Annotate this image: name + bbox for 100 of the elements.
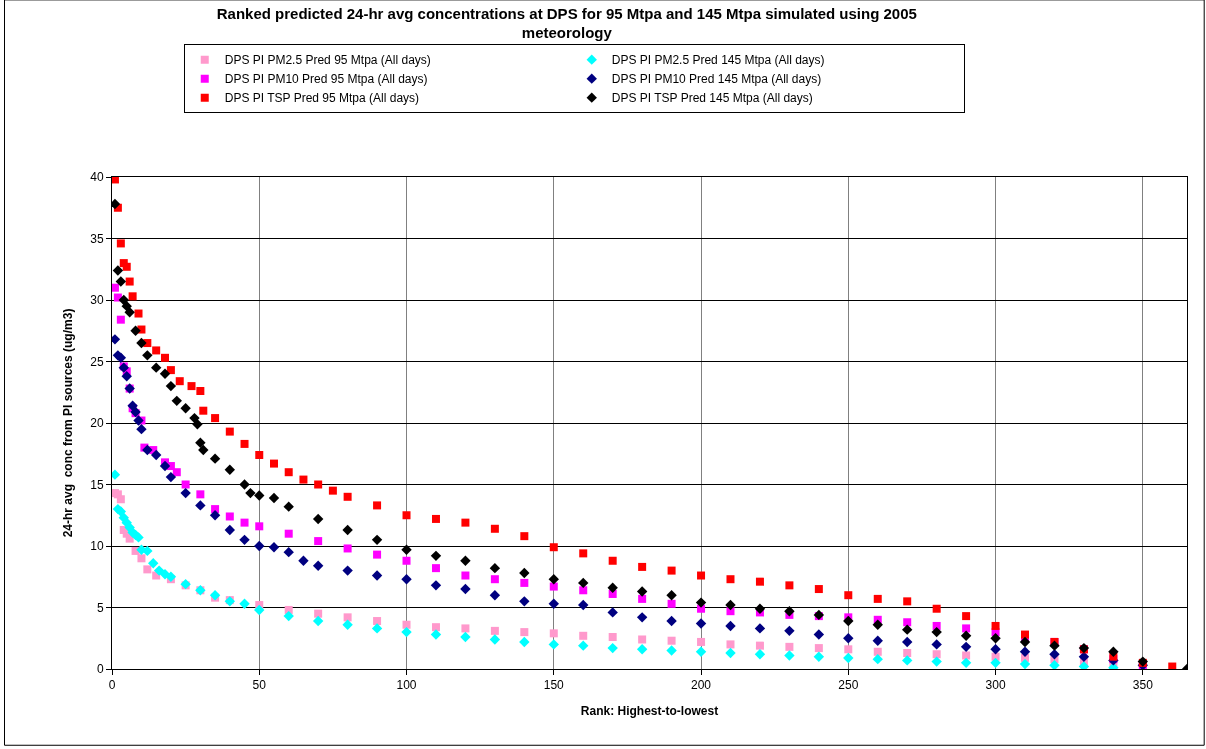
point [187,382,196,391]
point [127,400,138,411]
point [579,586,588,595]
point [695,618,707,629]
point [1168,662,1177,669]
chart-title: Ranked predicted 24-hr avg concentrations at DPS for 95 Mtpa and 145 Mtpa simulated using 2005 meteorology [216,4,917,42]
point [667,599,676,608]
point [872,635,883,646]
point [195,500,206,511]
point [960,641,972,653]
point [490,524,499,533]
point [990,633,1001,644]
y-tick-label: 5 [96,600,104,615]
point [284,468,293,477]
point [115,276,127,287]
point [254,604,265,616]
point [136,423,147,435]
point [990,644,1001,655]
point [1108,646,1119,657]
point [431,623,440,632]
point [142,444,153,456]
x-tick-label: 300 [985,678,1006,693]
point [225,427,234,436]
point [196,387,205,396]
point [754,649,766,660]
point [112,469,121,480]
point [112,198,121,210]
point [112,283,119,292]
point [195,437,206,448]
point [460,631,471,643]
y-tick-label: 40 [90,170,104,185]
point [460,555,471,566]
point [814,585,823,594]
point [312,560,324,571]
point [490,575,499,584]
point [209,510,221,521]
point [240,439,249,448]
point [519,596,530,607]
point [519,567,530,579]
point [150,362,162,373]
point [343,613,352,622]
point [159,460,171,472]
point [401,626,412,638]
y-tick-label: 25 [90,354,104,369]
point [124,307,135,318]
point [224,464,236,475]
point [401,544,412,555]
point [150,449,162,461]
point [328,486,337,495]
y-tick-label: 30 [90,293,104,308]
point [143,565,152,574]
point [725,620,736,632]
point [578,599,589,611]
point [255,522,264,531]
point [314,537,323,546]
point [245,487,256,499]
point [134,309,143,318]
point [754,623,766,634]
point [844,591,853,600]
x-tick-label: 150 [543,678,565,693]
point [171,395,182,407]
point [268,492,280,504]
point [283,501,294,512]
point [283,610,294,622]
point [903,597,912,606]
point [695,597,707,608]
point [431,564,440,573]
point [199,406,208,415]
point [638,594,647,603]
point [136,337,147,349]
point [402,511,411,520]
legend-label: DPS PI PM10 Pred 95 Mtpa (All days) [224,72,428,87]
point [142,545,153,557]
point [112,177,119,184]
y-tick-label: 35 [90,231,104,246]
point [843,633,854,644]
point [932,650,941,659]
point [192,419,203,430]
point [636,586,648,597]
point [373,501,382,510]
point [549,582,558,591]
point [666,615,677,627]
point [962,624,971,633]
point [1019,646,1031,657]
point [342,619,353,630]
x-tick-label: 100 [396,678,417,693]
point [667,566,676,575]
x-tick-label: 50 [252,678,267,693]
point [784,625,795,637]
point [128,292,137,301]
point [430,550,442,562]
point [785,581,794,590]
point [401,574,412,585]
point [931,639,942,650]
point [490,626,499,635]
point [725,647,736,659]
point [579,549,588,558]
point [269,459,278,468]
point [312,513,324,525]
point [268,542,280,553]
